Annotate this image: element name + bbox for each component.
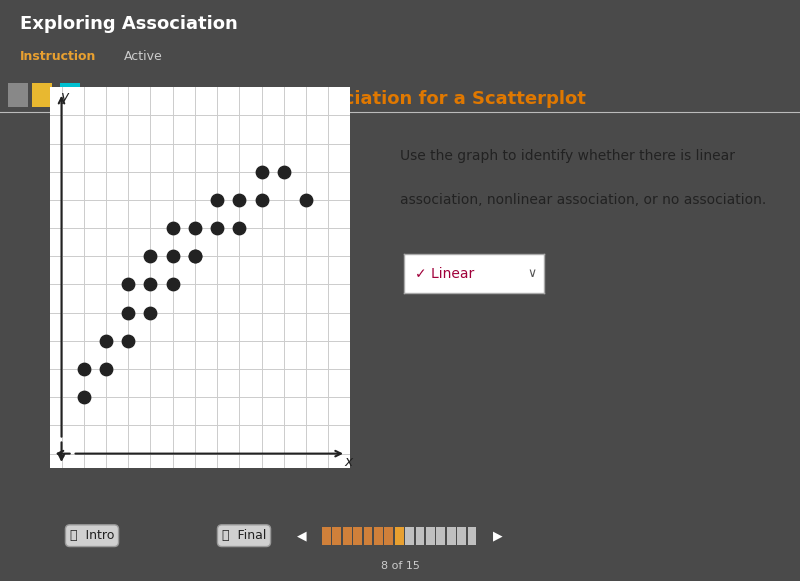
Point (233, 224, 246, 233)
Point (299, 195, 312, 205)
Bar (458, 526, 466, 545)
Bar (354, 526, 362, 545)
Bar (385, 526, 394, 545)
Bar (60, 83, 80, 107)
Point (78, 364, 90, 374)
Point (210, 224, 223, 233)
Bar (343, 526, 352, 545)
Point (189, 252, 202, 261)
Bar (8, 83, 28, 107)
Point (210, 195, 223, 205)
Point (166, 252, 179, 261)
Text: ▶: ▶ (493, 529, 503, 542)
Bar (426, 526, 435, 545)
Text: Use the graph to identify whether there is linear: Use the graph to identify whether there … (400, 149, 735, 163)
Point (99, 364, 112, 374)
Text: association, nonlinear association, or no association.: association, nonlinear association, or n… (400, 193, 766, 207)
Point (189, 224, 202, 233)
Point (122, 308, 134, 317)
Bar (333, 526, 342, 545)
Text: 8 of 15: 8 of 15 (381, 561, 419, 571)
Text: y: y (61, 90, 69, 104)
Bar (446, 526, 456, 545)
Point (255, 195, 268, 205)
Point (122, 280, 134, 289)
Bar (363, 526, 373, 545)
Text: Instruction: Instruction (20, 50, 96, 63)
Point (144, 252, 157, 261)
Point (144, 280, 157, 289)
Bar (467, 526, 477, 545)
Bar (395, 526, 404, 545)
Text: Active: Active (124, 50, 162, 63)
Point (122, 336, 134, 346)
Text: 🔊  Final: 🔊 Final (222, 529, 266, 542)
Text: ✓ Linear: ✓ Linear (415, 267, 474, 281)
Text: ◀: ◀ (297, 529, 307, 542)
Bar (416, 526, 425, 545)
Bar (406, 526, 414, 545)
Point (144, 308, 157, 317)
Bar (32, 83, 52, 107)
Bar (322, 526, 331, 545)
Text: Determining the Association for a Scatterplot: Determining the Association for a Scatte… (124, 89, 586, 107)
Point (278, 167, 290, 177)
Text: Try It: Try It (56, 116, 84, 126)
Text: 🔊  Intro: 🔊 Intro (70, 529, 114, 542)
Point (166, 224, 179, 233)
Text: x: x (344, 455, 352, 469)
Point (78, 393, 90, 402)
Point (189, 252, 202, 261)
Bar (437, 526, 445, 545)
Point (99, 336, 112, 346)
Text: Exploring Association: Exploring Association (20, 15, 238, 33)
Point (233, 195, 246, 205)
Point (255, 167, 268, 177)
Point (166, 280, 179, 289)
Text: ∨: ∨ (527, 267, 536, 280)
Bar (374, 526, 383, 545)
